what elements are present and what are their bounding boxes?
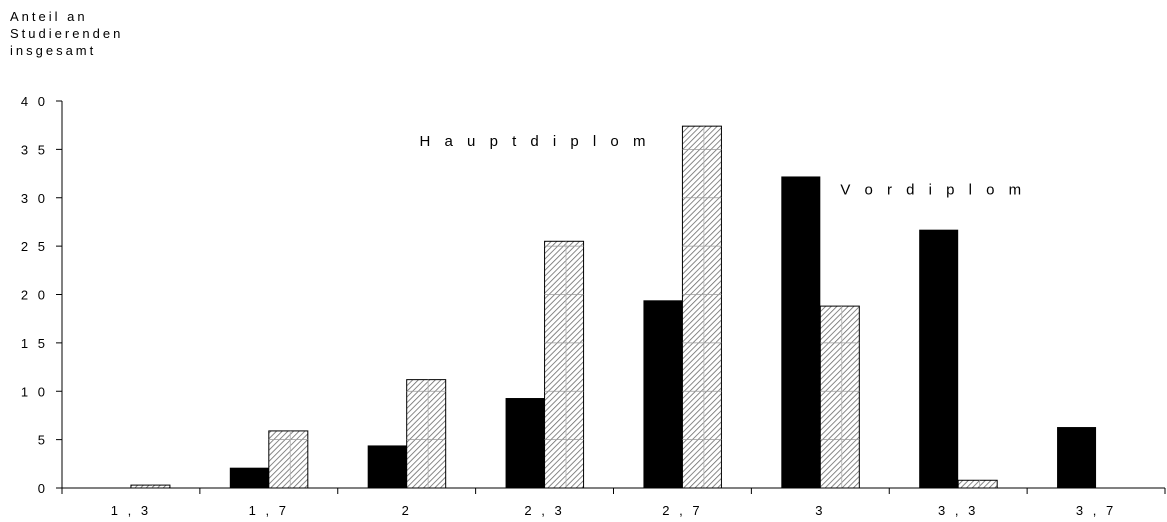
bar-vordiplom-3-3 [919,229,959,489]
y-axis-label: Anteil an Studierenden insgesamt [10,9,124,58]
x-tick-label: 3 [815,503,825,518]
bar-vordiplom-2 [367,445,407,488]
x-tick-label: 1 , 7 [249,503,289,518]
x-tick-label: 1 , 3 [111,503,151,518]
x-tick-label: 2 [402,503,412,518]
bar-hauptdiplom-2 [406,379,447,489]
bar-hauptdiplom-3-3 [957,479,998,489]
y-tick-label: 1 5 [21,336,48,351]
x-tick-label: 2 , 3 [524,503,564,518]
bar-hauptdiplom-2-3 [544,240,585,489]
y-tick-label: 2 0 [21,288,48,303]
bar-vordiplom-3 [781,176,821,488]
annotation-vordiplom: V o r d i p l o m [840,181,1026,198]
y-tick-label: 0 [38,481,48,496]
bar-hauptdiplom-2-7 [681,125,722,489]
bar-hauptdiplom-3 [819,305,860,489]
y-tick-label: 2 5 [21,239,48,254]
axes-group [56,100,1166,494]
bar-vordiplom-2-7 [643,300,683,488]
x-tick-label: 2 , 7 [662,503,702,518]
y-tick-label: 3 5 [21,142,48,157]
x-tick-label: 3 , 3 [938,503,978,518]
x-tick-label: 3 , 7 [1076,503,1116,518]
bar-vordiplom-3-7 [1057,427,1097,488]
y-tick-label: 1 0 [21,384,48,399]
y-tick-label: 4 0 [21,94,48,109]
y-tick-label: 5 [38,433,48,448]
annotation-hauptdiplom: H a u p t d i p l o m [420,133,651,150]
labels-group: 0 5 1 0 1 5 2 0 2 5 3 0 3 5 4 0 1 , 3 1 , 7 2 2 , 3 2… [21,94,1116,518]
bar-vordiplom-1-7 [229,467,269,488]
bars-group [130,125,1097,489]
y-tick-label: 3 0 [21,191,48,206]
bar-vordiplom-2-3 [505,398,545,488]
